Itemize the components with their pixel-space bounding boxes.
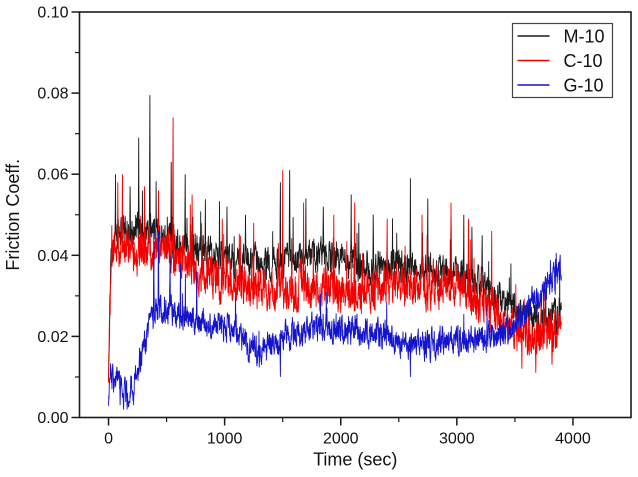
x-tick-label: 2000 xyxy=(323,431,359,448)
legend-label: G-10 xyxy=(564,76,604,96)
x-tick-label: 3000 xyxy=(439,431,475,448)
legend: M-10 C-10 G-10 xyxy=(511,22,614,99)
y-tick-label: 0.06 xyxy=(37,167,68,184)
legend-label: C-10 xyxy=(564,51,603,71)
legend-item-M-10: M-10 xyxy=(517,27,605,47)
series-line-C-10 xyxy=(108,117,562,383)
y-tick-label: 0.00 xyxy=(37,410,68,427)
y-tick-label: 0.08 xyxy=(37,86,68,103)
x-axis: 0 1000 2000 3000 4000 xyxy=(104,417,591,448)
legend-item-G-10: G-10 xyxy=(517,76,604,96)
y-tick-label: 0.02 xyxy=(37,329,68,346)
y-axis: 0.00 0.02 0.04 0.06 0.08 0.10 xyxy=(37,5,80,427)
x-axis-title: Time (sec) xyxy=(313,450,397,470)
x-tick-label: 0 xyxy=(104,431,113,448)
y-tick-label: 0.10 xyxy=(37,5,68,22)
x-tick-label: 1000 xyxy=(207,431,243,448)
legend-item-C-10: C-10 xyxy=(517,51,603,71)
y-tick-label: 0.04 xyxy=(37,248,68,265)
x-tick-label: 4000 xyxy=(555,431,591,448)
y-axis-title: Friction Coeff. xyxy=(3,159,23,271)
plot-area xyxy=(108,95,562,410)
legend-label: M-10 xyxy=(564,27,605,47)
series-line-G-10 xyxy=(108,222,562,410)
